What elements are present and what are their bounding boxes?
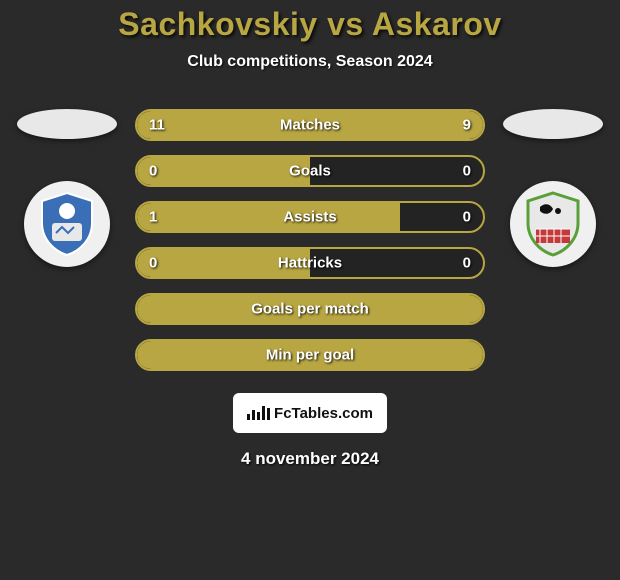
- stat-value-left: 11: [149, 117, 165, 134]
- stat-value-right: 0: [463, 209, 471, 226]
- stat-label: Min per goal: [266, 347, 354, 364]
- date-label: 4 november 2024: [0, 449, 620, 469]
- stat-bar: 0 0 Goals: [135, 155, 485, 187]
- stat-bar: 11 9 Matches: [135, 109, 485, 141]
- stat-value-left: 0: [149, 255, 157, 272]
- compare-zone: 11 9 Matches 0 0 Goals 1 0 Assists 0 0 Hattricks Goa…: [0, 109, 620, 371]
- stat-bar: Min per goal: [135, 339, 485, 371]
- stat-label: Goals per match: [251, 301, 369, 318]
- club-left-logo: [24, 181, 110, 267]
- player-left-photo: [17, 109, 117, 139]
- stat-value-right: 9: [463, 117, 471, 134]
- page-title: Sachkovskiy vs Askarov: [0, 6, 620, 43]
- stat-value-left: 1: [149, 209, 157, 226]
- stats-bars: 11 9 Matches 0 0 Goals 1 0 Assists 0 0 Hattricks Goa…: [135, 109, 485, 371]
- bars-icon: [247, 406, 270, 420]
- stat-label: Hattricks: [278, 255, 342, 272]
- stat-label: Assists: [283, 209, 336, 226]
- stat-value-right: 0: [463, 255, 471, 272]
- stat-fill-left: [137, 157, 310, 185]
- stat-bar: Goals per match: [135, 293, 485, 325]
- player-right-photo: [503, 109, 603, 139]
- site-badge[interactable]: FcTables.com: [233, 393, 387, 433]
- shield-icon: [32, 189, 102, 259]
- player-right-column: [503, 109, 603, 267]
- stat-value-left: 0: [149, 163, 157, 180]
- subtitle: Club competitions, Season 2024: [0, 53, 620, 71]
- stat-label: Matches: [280, 117, 340, 134]
- stat-label: Goals: [289, 163, 331, 180]
- stat-fill-right: [327, 111, 483, 139]
- stat-fill-left: [137, 203, 400, 231]
- site-label: FcTables.com: [274, 405, 373, 422]
- stat-bar: 0 0 Hattricks: [135, 247, 485, 279]
- stat-bar: 1 0 Assists: [135, 201, 485, 233]
- root: Sachkovskiy vs Askarov Club competitions…: [0, 0, 620, 580]
- stat-value-right: 0: [463, 163, 471, 180]
- club-right-logo: [510, 181, 596, 267]
- player-left-column: [17, 109, 117, 267]
- shield-icon: [518, 189, 588, 259]
